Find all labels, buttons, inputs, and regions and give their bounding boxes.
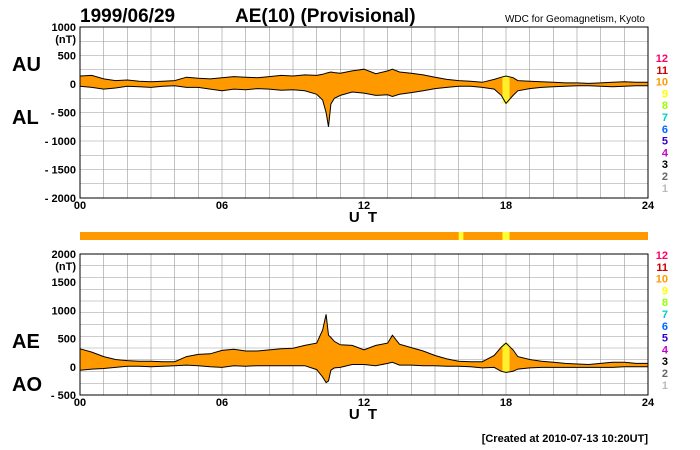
date-label: 1999/06/29: [80, 6, 175, 27]
coverage-bar: [80, 232, 648, 240]
y-tick-label: 500: [58, 51, 76, 63]
y-tick-label: - 2000: [45, 193, 76, 205]
highlight-band: [502, 76, 510, 104]
coverage-bar-fill: [80, 232, 648, 240]
station-count-10: 10: [656, 274, 668, 286]
x-tick-label: 06: [216, 397, 228, 409]
station-count-10: 10: [656, 77, 668, 89]
x-tick-label: 12: [358, 397, 370, 409]
station-count-4: 4: [662, 344, 669, 356]
station-count-3: 3: [662, 356, 668, 368]
y-tick-label: 500: [58, 334, 76, 346]
ae-ao-panel: 2000 1500 1000 500 0 - 500 (nT) 00 06 12 18 24 U T AE…: [12, 249, 655, 423]
y-tick-label: - 1000: [45, 136, 76, 148]
station-count-2: 2: [662, 171, 668, 183]
highlight-band: [502, 343, 510, 373]
station-count-12: 12: [656, 53, 668, 65]
series-label-al: AL: [12, 107, 39, 129]
chart-title: AE(10) (Provisional): [235, 6, 416, 27]
station-count-5: 5: [662, 333, 668, 345]
series-line-au: [79, 68, 648, 84]
y-tick-label: 2000: [52, 249, 76, 261]
station-count-4: 4: [662, 147, 669, 159]
au-al-panel: 1000 500 0 - 500 - 1000 - 1500 - 2000 (nT) 00 06 1…: [12, 22, 655, 226]
station-count-12: 12: [656, 250, 668, 262]
y-tick-label: - 500: [51, 390, 76, 402]
station-count-7: 7: [662, 309, 668, 321]
y-tick-label: 0: [70, 362, 76, 374]
created-timestamp: [Created at 2010-07-13 10:20UT]: [482, 433, 649, 445]
x-tick-label: 00: [74, 200, 86, 212]
station-count-8: 8: [662, 297, 668, 309]
series-line-ao: [79, 361, 648, 384]
y-tick-label: 1000: [52, 305, 76, 317]
station-count-6: 6: [662, 124, 668, 136]
series-label-ao: AO: [12, 374, 42, 396]
station-count-6: 6: [662, 321, 668, 333]
station-count-3: 3: [662, 159, 668, 171]
y-tick-label: - 1500: [45, 165, 76, 177]
station-count-5: 5: [662, 136, 668, 148]
y-tick-label: - 500: [51, 108, 76, 120]
coverage-highlight: [502, 232, 510, 240]
plot-frame: [79, 26, 649, 199]
x-tick-label: 18: [500, 200, 512, 212]
series-label-ae: AE: [12, 331, 40, 353]
y-tick-label: 1000: [52, 22, 76, 34]
x-tick-label: 24: [642, 200, 655, 212]
station-count-9: 9: [662, 285, 668, 297]
x-axis-label: U T: [349, 406, 379, 423]
y-unit-label: (nT): [55, 261, 76, 273]
series-line-ae: [79, 314, 648, 366]
coverage-highlight: [458, 232, 464, 240]
station-count-7: 7: [662, 112, 668, 124]
station-count-9: 9: [662, 88, 668, 100]
x-tick-label: 24: [642, 397, 655, 409]
station-count-1: 1: [662, 380, 668, 392]
plot-frame: [79, 253, 649, 396]
station-count-2: 2: [662, 368, 668, 380]
station-count-8: 8: [662, 100, 668, 112]
x-tick-label: 00: [74, 397, 86, 409]
x-tick-label: 18: [500, 397, 512, 409]
station-count-1: 1: [662, 183, 668, 195]
station-count-11: 11: [656, 65, 668, 77]
credit-label: WDC for Geomagnetism, Kyoto: [505, 14, 645, 25]
series-label-au: AU: [12, 54, 41, 76]
y-unit-label: (nT): [55, 34, 76, 46]
station-count-11: 11: [656, 262, 668, 274]
series-line-al: [79, 85, 648, 127]
x-tick-label: 06: [216, 200, 228, 212]
x-tick-label: 12: [358, 200, 370, 212]
x-axis-label: U T: [349, 209, 379, 226]
y-tick-label: 1500: [52, 277, 76, 289]
y-tick-label: 0: [70, 79, 76, 91]
